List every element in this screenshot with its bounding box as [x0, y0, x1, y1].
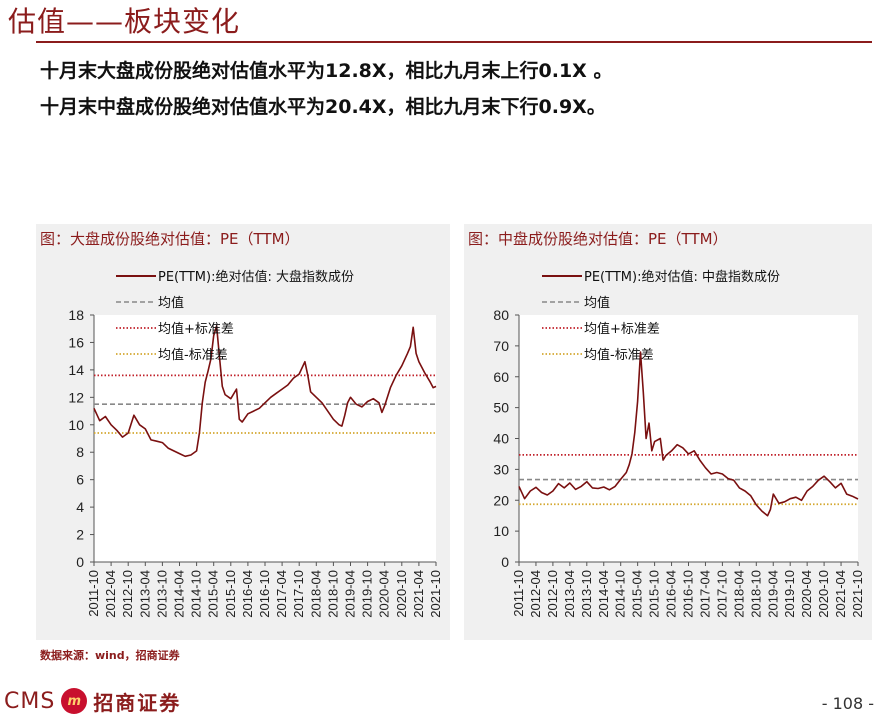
x-tick-label: 2018-04: [308, 570, 323, 618]
y-tick-label: 80: [493, 307, 509, 323]
y-tick-label: 6: [76, 472, 84, 488]
x-tick-label: 2015-10: [223, 570, 238, 618]
y-tick-label: 8: [76, 444, 84, 460]
x-tick-label: 2021-04: [411, 570, 426, 618]
x-tick-label: 2020-10: [394, 570, 409, 618]
x-tick-label: 2017-04: [274, 570, 289, 618]
y-tick-label: 18: [68, 307, 84, 323]
plot-area: [519, 315, 858, 562]
pe-series-line: [93, 325, 437, 458]
x-tick-label: 2021-10: [428, 570, 443, 618]
x-tick-label: 2011-10: [511, 570, 526, 617]
x-tick-label: 2014-04: [596, 570, 611, 618]
x-tick-label: 2012-04: [528, 570, 543, 618]
y-tick-label: 40: [493, 431, 509, 447]
legend-label: PE(TTM):绝对估值: 大盘指数成份: [158, 269, 354, 285]
x-tick-label: 2012-10: [545, 570, 560, 618]
x-tick-label: 2019-04: [765, 570, 780, 618]
company-logo: CMS m 招商证券: [4, 686, 181, 716]
x-tick-label: 2014-04: [172, 570, 187, 618]
y-tick-label: 0: [76, 554, 84, 570]
x-tick-label: 2020-10: [816, 570, 831, 618]
x-tick-label: 2016-10: [257, 570, 272, 618]
y-tick-label: 50: [493, 400, 509, 416]
x-tick-label: 2014-10: [613, 570, 628, 618]
x-tick-label: 2012-04: [103, 570, 118, 618]
x-tick-label: 2020-04: [799, 570, 814, 618]
x-tick-label: 2021-04: [833, 570, 848, 618]
x-tick-label: 2021-10: [850, 570, 865, 618]
chart-panel-large-cap: 图：大盘成份股绝对估值：PE（TTM） 0 2 4 6 8 10 12 14 16 18 2011-…: [36, 224, 450, 640]
page-title: 估值——板块变化: [8, 5, 241, 38]
x-tick-label: 2020-04: [377, 570, 392, 618]
pe-series-line: [518, 351, 859, 517]
legend-label: 均值+标准差: [158, 321, 234, 337]
plot-area: [94, 315, 436, 562]
legend-label: 均值+标准差: [584, 321, 660, 337]
x-tick-label: 2017-04: [697, 570, 712, 618]
y-tick-label: 70: [493, 338, 509, 354]
x-tick-label: 2019-10: [360, 570, 375, 618]
summary-line-mid-cap: 十月末中盘成份股绝对估值水平为20.4X，相比九月末下行0.9X。: [40, 96, 606, 118]
y-tick-label: 20: [493, 492, 509, 508]
y-tick-label: 60: [493, 369, 509, 385]
x-tick-label: 2016-04: [240, 570, 255, 618]
x-tick-label: 2017-10: [291, 570, 306, 618]
x-tick-label: 2014-10: [189, 570, 204, 618]
x-tick-label: 2013-04: [137, 570, 152, 618]
y-tick-label: 2: [76, 527, 84, 543]
x-tick-label: 2016-04: [664, 570, 679, 618]
x-tick-label: 2013-10: [579, 570, 594, 618]
x-tick-label: 2017-10: [714, 570, 729, 618]
y-tick-label: 14: [68, 362, 84, 378]
x-tick-label: 2015-04: [206, 570, 221, 618]
x-tick-label: 2016-10: [681, 570, 696, 618]
data-source-note: 数据来源：wind，招商证券: [40, 649, 180, 662]
y-tick-label: 16: [68, 334, 84, 350]
y-tick-label: 10: [68, 417, 84, 433]
legend-label: PE(TTM):绝对估值: 中盘指数成份: [584, 269, 780, 285]
y-tick-label: 4: [76, 499, 84, 515]
legend-label: 均值: [158, 295, 184, 311]
x-tick-label: 2018-04: [731, 570, 746, 618]
x-tick-label: 2011-10: [86, 570, 101, 617]
chart-title: 图：大盘成份股绝对估值：PE（TTM）: [40, 230, 300, 248]
logo-mark-icon: m: [61, 688, 88, 714]
page-number: - 108 -: [821, 694, 874, 713]
title-divider: [36, 41, 872, 43]
logo-text: CMS: [4, 688, 56, 714]
y-tick-label: 12: [68, 389, 84, 405]
legend-label: 均值-标准差: [584, 347, 654, 363]
x-tick-label: 2018-10: [325, 570, 340, 618]
chart-title: 图：中盘成份股绝对估值：PE（TTM）: [468, 230, 728, 248]
legend-label: 均值-标准差: [158, 347, 228, 363]
legend-label: 均值: [584, 295, 610, 311]
x-tick-label: 2013-04: [562, 570, 577, 618]
x-tick-label: 2012-10: [120, 570, 135, 618]
y-tick-label: 30: [493, 461, 509, 477]
y-tick-label: 0: [501, 554, 509, 570]
chart-panel-mid-cap: 图：中盘成份股绝对估值：PE（TTM） 0 10 20 30 40 50 60 70 80 201…: [464, 224, 872, 640]
y-tick-label: 10: [493, 523, 509, 539]
summary-line-large-cap: 十月末大盘成份股绝对估值水平为12.8X，相比九月末上行0.1X 。: [40, 60, 613, 82]
x-tick-label: 2013-10: [154, 570, 169, 618]
x-tick-label: 2018-10: [748, 570, 763, 618]
x-tick-label: 2019-04: [343, 570, 358, 618]
logo-chinese-name: 招商证券: [93, 690, 182, 715]
x-tick-label: 2015-10: [647, 570, 662, 618]
x-tick-label: 2019-10: [782, 570, 797, 618]
x-tick-label: 2015-04: [630, 570, 645, 618]
